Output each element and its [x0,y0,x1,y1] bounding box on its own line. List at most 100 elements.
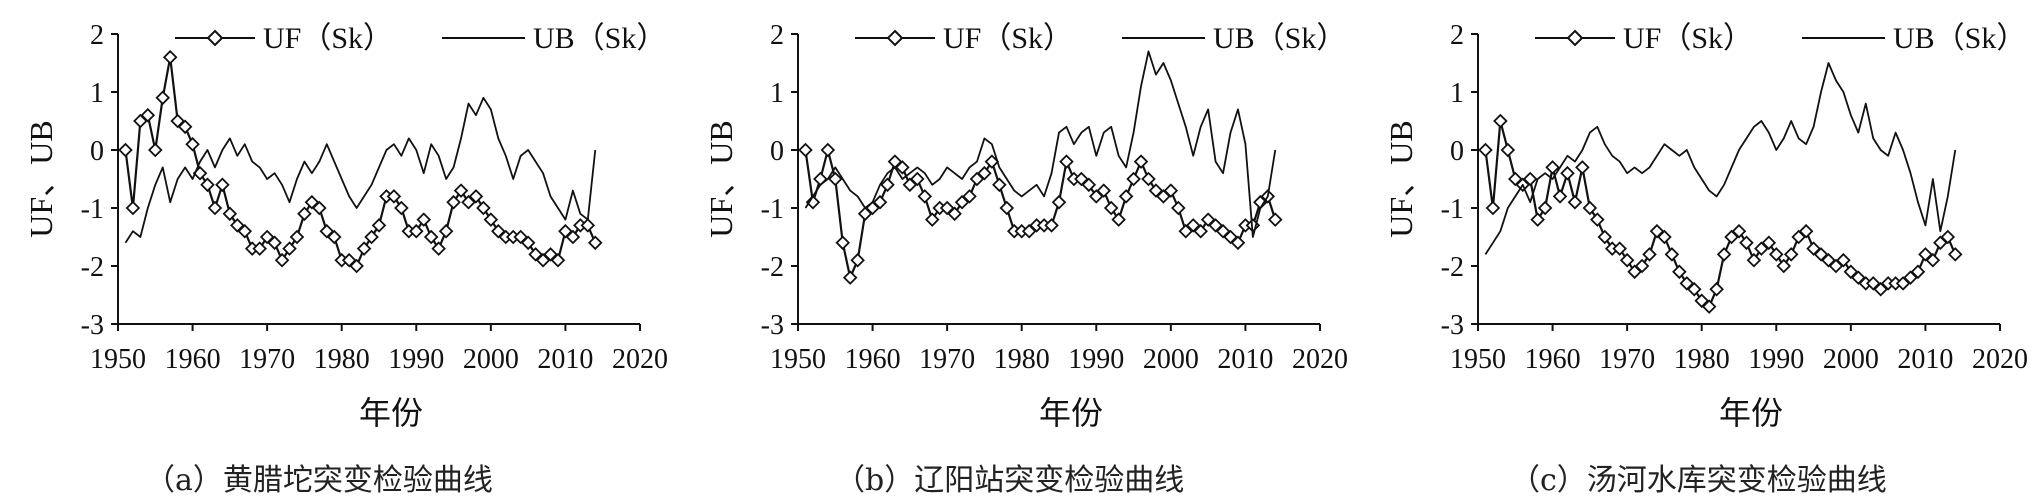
uf-data-point [1642,247,1657,262]
chart-caption-c: （c）汤河水库突变检验曲线 [1510,463,1887,498]
y-axis-title: UF、UB [23,120,59,237]
uf-data-point [565,229,581,245]
chart-svg-a: -3 -2 -1 0 1 2 1950 1960 1970 1980 1990 2000 2010 202… [23,20,668,431]
uf-data-point [177,119,193,135]
uf-data-point [282,241,297,256]
uf-data-point [992,177,1007,193]
x-tick-label: 2000 [463,344,519,375]
legend-ub-label: UB（Sk） [533,22,666,55]
uf-data-point [207,200,223,216]
uf-data-point [1590,212,1605,227]
legend-uf-label: UF（Sk） [1623,22,1753,55]
uf-data-point [917,189,933,204]
uf-data-point [910,171,925,187]
uf-data-point [125,200,141,216]
chart-svg-b: -3 -2 -1 0 1 2 1950 1960 1970 1980 1990 2000 2010 202… [703,20,1348,431]
uf-data-point [1783,247,1799,262]
uf-data-point [364,229,379,245]
y-tick-label: -3 [81,310,104,341]
uf-data-point [312,200,327,216]
uf-data-point [1537,200,1553,216]
x-tick-label: 2020 [1292,344,1348,375]
uf-data-point [1552,189,1568,204]
y-tick-label: -1 [1441,194,1464,225]
y-tick-label: 2 [770,20,784,51]
y-tick-label: 2 [90,20,104,51]
uf-data-point [1798,223,1814,239]
uf-data-point [1126,171,1141,187]
uf-data-point [1141,171,1156,187]
y-tick-label: 0 [770,136,784,167]
uf-data-point [1761,235,1777,251]
uf-data-point [880,177,895,193]
uf-data-point [1619,252,1635,268]
x-tick-label: 1990 [1748,344,1804,375]
uf-data-point [1051,194,1067,210]
uf-data-point [252,241,267,256]
legend-uf-marker [886,29,904,47]
uf-data-point [237,223,253,239]
uf-data-point [1267,212,1283,227]
uf-data-point [1485,200,1501,216]
uf-data-point [1059,154,1074,169]
uf-data-point [1575,160,1590,175]
chart-caption-b: （b）辽阳站突变检验曲线 [835,463,1185,498]
x-tick-label: 2010 [537,344,593,375]
uf-data-point [962,189,977,204]
uf-data-point [1612,241,1627,256]
uf-data-point [1746,252,1762,268]
uf-data-point [872,194,888,210]
uf-data-point [468,189,484,204]
uf-data-point [162,49,178,65]
y-tick-label: 0 [1450,136,1464,167]
ub-series-line [1484,62,1957,255]
uf-data-point [947,206,962,222]
x-axis-title: 年份 [1719,395,1783,431]
y-tick-label: -2 [81,252,104,283]
legend-uf-label: UF（Sk） [943,22,1073,55]
y-tick-label: 1 [770,78,784,109]
legend-ub-label: UB（Sk） [1213,22,1346,55]
x-tick-label: 1950 [770,344,826,375]
uf-data-point [813,171,828,187]
uf-data-point [438,223,454,239]
x-tick-label: 2020 [612,344,668,375]
x-tick-label: 2000 [1143,344,1199,375]
uf-data-point [828,171,843,187]
chart-panel-c: -3 -2 -1 0 1 2 1950 1960 1970 1980 1990 2000 2010 202… [1360,0,2038,501]
uf-data-point [185,136,200,152]
uf-data-point [371,218,387,233]
uf-data-point [274,252,290,268]
uf-data-point [984,154,1000,169]
x-tick-label: 1960 [165,344,221,375]
uf-data-point [423,229,439,245]
uf-data-point [1716,247,1732,262]
uf-data-point [446,194,461,210]
uf-data-point [297,206,312,222]
x-tick-label: 1990 [1068,344,1124,375]
y-tick-label: 0 [90,136,104,167]
x-tick-label: 1990 [388,344,444,375]
uf-data-point [267,235,282,251]
uf-data-point [1776,258,1792,274]
chart-panel-a: -3 -2 -1 0 1 2 1950 1960 1970 1980 1990 2000 2010 202… [0,0,680,501]
x-tick-label: 2010 [1217,344,1273,375]
uf-data-point [1947,247,1963,262]
uf-data-point [431,241,446,256]
uf-data-point [1582,200,1598,216]
uf-data-point [924,212,940,227]
uf-data-point [1230,235,1246,251]
uf-data-point [476,200,491,216]
uf-data-point [1597,229,1613,245]
uf-data-point [895,160,910,175]
y-tick-label: 1 [1450,78,1464,109]
uf-data-point [1545,160,1560,175]
x-axis-title: 年份 [1039,395,1103,431]
x-tick-label: 1980 [994,344,1050,375]
uf-data-point [520,235,536,251]
x-tick-label: 1980 [314,344,370,375]
uf-data-point [1657,229,1672,245]
uf-data-point [1478,142,1493,158]
uf-data-point [1686,281,1702,297]
uf-series-line [804,148,1277,279]
